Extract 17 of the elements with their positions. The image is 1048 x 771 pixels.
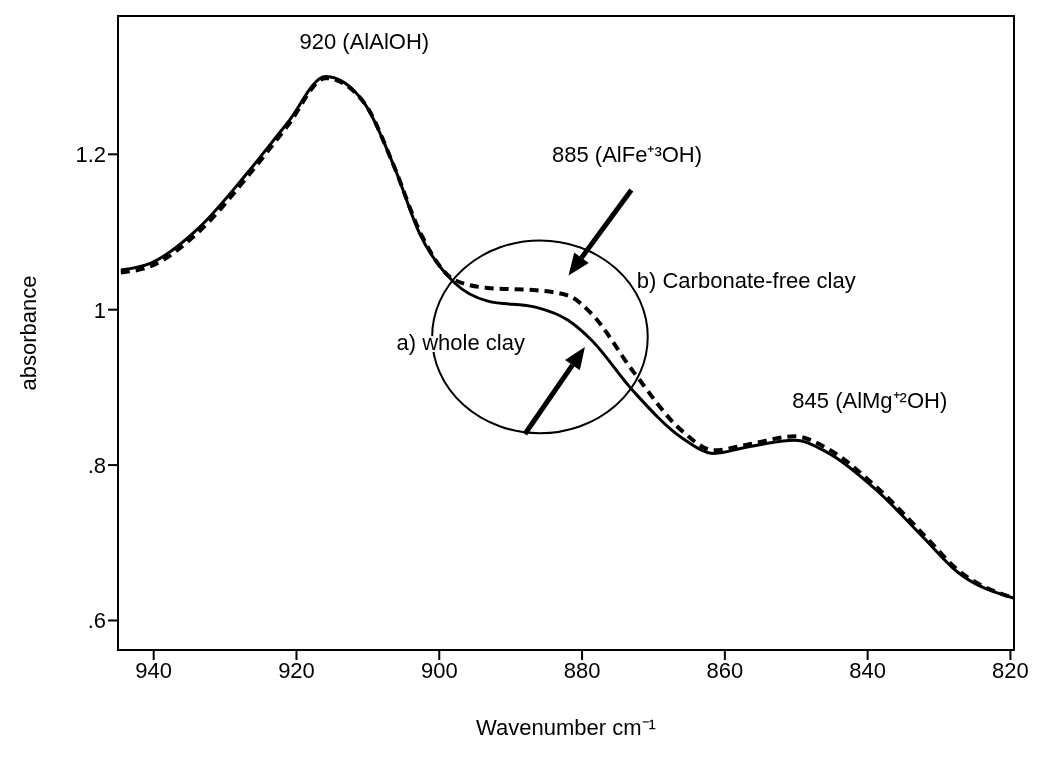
annotation: 885 (AlFe⁺³OH) — [552, 142, 703, 168]
y-tick-label: 1 — [93, 297, 106, 323]
y-axis-title: absorbance — [15, 275, 41, 391]
x-tick-label: 860 — [706, 657, 744, 683]
y-tick-label: .6 — [87, 608, 106, 634]
x-tick-label: 840 — [849, 657, 886, 683]
x-tick-label: 880 — [563, 657, 601, 683]
text: b) Carbonate-free clay — [636, 268, 856, 294]
x-tick-label: 920 — [278, 657, 315, 683]
annotation: 920 (AlAlOH) — [299, 29, 430, 55]
x-axis-title: Wavenumber cm⁻¹ — [476, 715, 656, 740]
x-tick-label: 900 — [420, 657, 458, 683]
y-tick-label: .8 — [87, 452, 106, 478]
annotation: 845 (AlMg⁺²OH) — [792, 388, 948, 414]
y-tick-label: 1.2 — [75, 142, 106, 168]
x-tick-label: 940 — [135, 657, 173, 683]
x-tick-label: 820 — [992, 657, 1029, 683]
